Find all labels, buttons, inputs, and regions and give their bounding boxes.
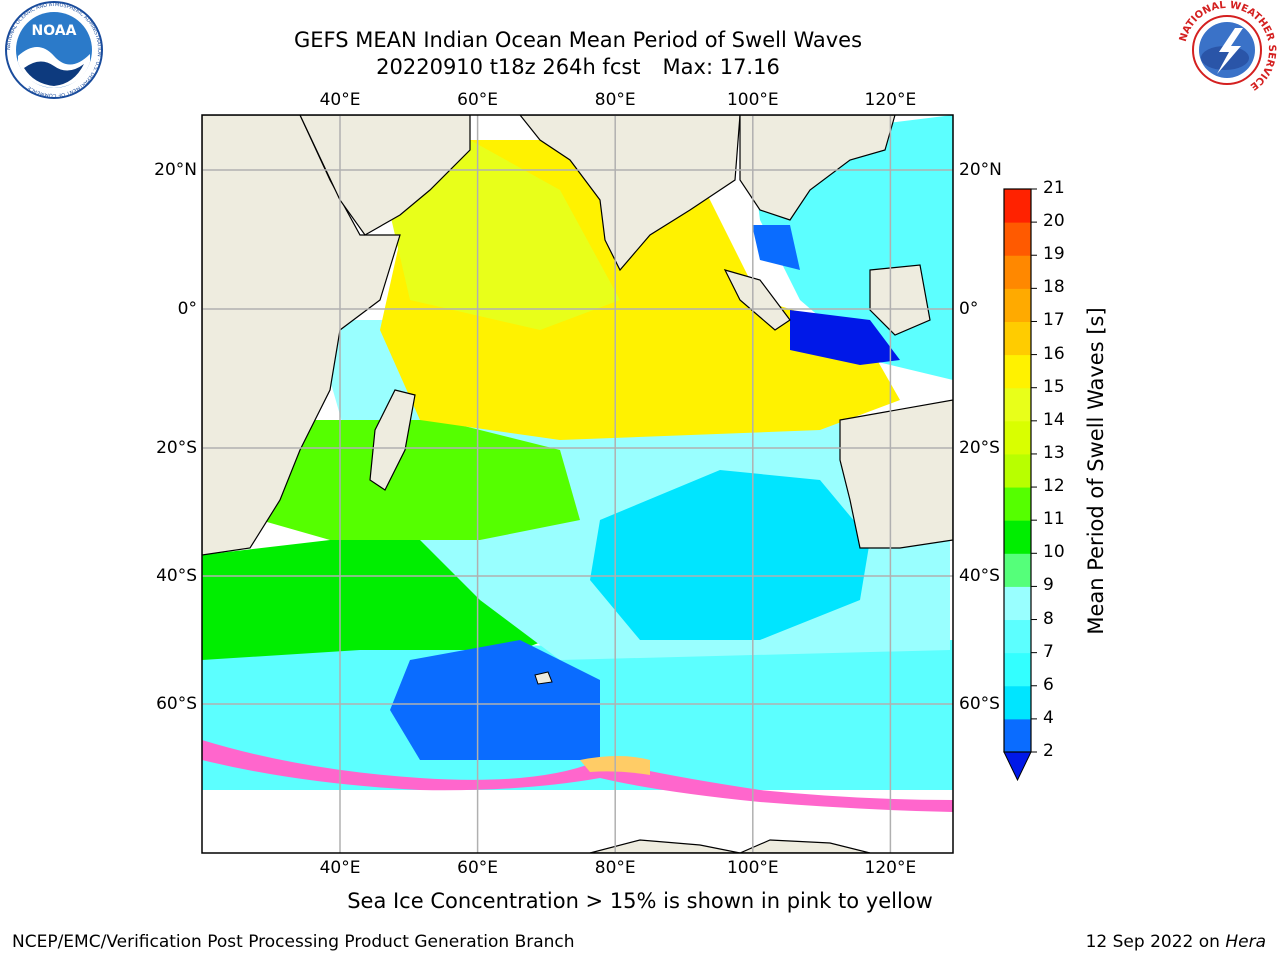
x-tick-top: 80°E [594, 90, 636, 110]
y-tick-left: 60°S [156, 694, 197, 714]
colorbar-tick-label: 21 [1043, 178, 1065, 198]
land-madagascar [369, 389, 416, 491]
y-tick-right: 0° [959, 299, 979, 319]
land-borneo [869, 264, 931, 336]
land-australia [839, 399, 953, 549]
colorbar-bin [1004, 652, 1031, 687]
swell-region-deep-blue-south [590, 470, 870, 640]
land-india [519, 115, 741, 272]
colorbar-bin [1004, 288, 1031, 322]
colorbar-tick-label: 10 [1043, 542, 1065, 563]
colorbar-bin [1004, 354, 1031, 389]
footer-host: Hera [1225, 932, 1266, 952]
colorbar-bin [1004, 321, 1031, 356]
x-tick-top: 60°E [457, 90, 499, 110]
swell-region-gulf-thailand-blue [752, 225, 800, 270]
footer-date-text: 12 Sep 2022 on [1085, 932, 1220, 952]
y-tick-left: 40°S [156, 566, 197, 586]
colorbar-bin [1004, 586, 1031, 621]
y-tick-left: 20°S [156, 438, 197, 458]
map-subtitle: 20220910 t18z 264h fcst Max: 17.16 [0, 54, 1156, 80]
x-tick-top: 120°E [864, 90, 917, 110]
sea-ice-edge [202, 740, 953, 812]
swell-region-kerguelen-deep-blue [390, 640, 600, 760]
map-frame [201, 114, 954, 854]
colorbar-tick-label: 2 [1043, 741, 1054, 761]
x-tick-bottom: 40°E [319, 858, 361, 878]
y-tick-left: 0° [177, 299, 197, 319]
colorbar-tick-label: 18 [1043, 277, 1065, 298]
sea-ice-caption: Sea Ice Concentration > 15% is shown in … [347, 889, 933, 913]
colorbar-tick-label: 13 [1043, 442, 1065, 463]
map-plot-area [202, 115, 953, 853]
colorbar-tick-label: 15 [1043, 376, 1065, 397]
colorbar-bin [1004, 453, 1031, 488]
colorbar-title: Mean Period of Swell Waves [s] [1084, 307, 1108, 635]
land-kerguelen [534, 671, 553, 685]
y-tick-right: 40°S [959, 566, 1000, 586]
colorbar-bin [1004, 718, 1031, 753]
land-southeast-asia [739, 115, 896, 221]
colorbar-bin [1004, 619, 1031, 654]
colorbar [1003, 188, 1037, 782]
land-sumatra [723, 269, 791, 331]
colorbar-tick-label: 17 [1043, 310, 1065, 331]
colorbar-tick-label: 6 [1043, 674, 1054, 695]
map-title: GEFS MEAN Indian Ocean Mean Period of Sw… [293, 28, 863, 52]
colorbar-tick-label: 9 [1043, 575, 1054, 596]
nws-logo: NATIONAL WEATHER SERVICE [1178, 0, 1277, 98]
max-value: Max: 17.16 [662, 55, 780, 79]
colorbar-tick-label: 8 [1043, 608, 1054, 629]
colorbar-bin [1004, 222, 1031, 256]
land-arabia [299, 115, 471, 236]
colorbar-frame [1003, 188, 1032, 753]
colorbar-tick-label: 20 [1043, 211, 1065, 232]
y-tick-right: 60°S [959, 694, 1000, 714]
colorbar-bin [1004, 387, 1031, 422]
colorbar-tick-label: 12 [1043, 476, 1065, 497]
y-tick-left: 20°N [154, 160, 197, 180]
colorbar-bin [1004, 520, 1031, 554]
x-tick-bottom: 80°E [594, 858, 636, 878]
swell-region-java-sea-blue [790, 310, 900, 365]
x-tick-top: 40°E [319, 90, 361, 110]
y-tick-right: 20°N [959, 160, 1002, 180]
footer-date: 12 Sep 2022 on Hera [1086, 932, 1266, 952]
colorbar-bin [1004, 420, 1031, 455]
colorbar-tick-label: 16 [1043, 343, 1065, 364]
colorbar-bin [1004, 255, 1031, 289]
land-antarctica [589, 839, 871, 853]
colorbar-under-triangle [1003, 751, 1032, 782]
colorbar-tick-label: 14 [1043, 409, 1065, 430]
colorbar-tick-label: 4 [1043, 707, 1054, 728]
colorbar-tick-label: 19 [1043, 244, 1065, 265]
forecast-date: 20220910 t18z 264h fcst [376, 55, 641, 79]
y-tick-right: 20°S [959, 438, 1000, 458]
x-tick-bottom: 100°E [726, 858, 779, 878]
colorbar-bin [1004, 553, 1031, 587]
svg-text:NOAA: NOAA [32, 23, 77, 39]
x-tick-bottom: 120°E [864, 858, 917, 878]
colorbar-tick-label: 7 [1043, 641, 1054, 662]
colorbar-tick-label: 11 [1043, 509, 1065, 530]
swell-region-arabian-sea-yellow [380, 140, 620, 330]
colorbar-bin [1004, 189, 1031, 223]
noaa-logo: NOAA NATIONAL OCEANIC AND ATMOSPHERIC AD… [5, 1, 103, 99]
colorbar-bin [1004, 685, 1031, 720]
x-tick-bottom: 60°E [457, 858, 499, 878]
footer-credit: NCEP/EMC/Verification Post Processing Pr… [12, 932, 575, 952]
x-tick-top: 100°E [726, 90, 779, 110]
colorbar-bin [1004, 487, 1031, 521]
